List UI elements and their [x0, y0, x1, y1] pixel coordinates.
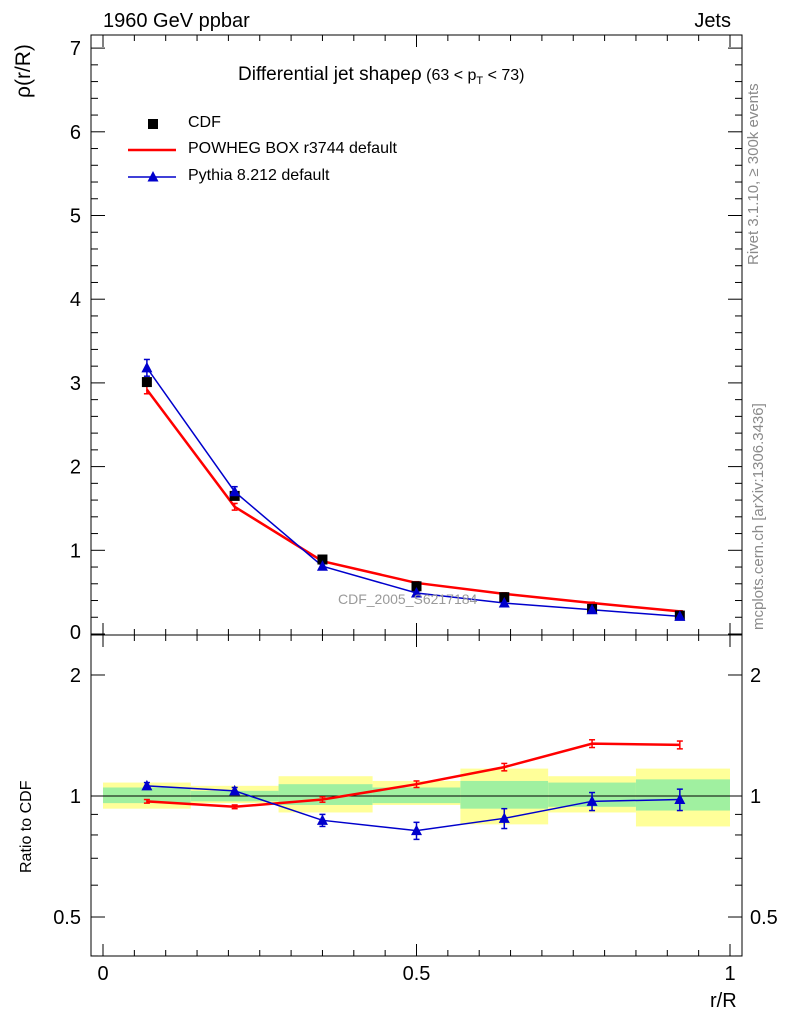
- header-left: 1960 GeV ppbar: [103, 10, 250, 32]
- ratio-ytick-label-right: 1: [750, 786, 761, 808]
- main-ytick-label: 6: [70, 122, 81, 144]
- xtick-label: 0.5: [403, 963, 431, 985]
- cdf-point: [411, 581, 422, 592]
- pythia-point: [674, 610, 686, 621]
- ratio-ytick-label-right: 0.5: [750, 907, 778, 929]
- powheg-line: [145, 388, 680, 613]
- band-inner-3: [372, 787, 461, 804]
- cdf-point: [141, 377, 152, 388]
- legend-label-pythia: Pythia 8.212 default: [188, 167, 330, 184]
- legend-label-cdf: CDF: [188, 114, 221, 131]
- pythia-point: [498, 597, 510, 608]
- chart-title: Differential jet shapeρ (63 < pT < 73): [238, 64, 525, 88]
- mcplots-note: mcplots.cern.ch [arXiv:1306.3436]: [750, 403, 767, 630]
- x-axis-label: r/R: [710, 990, 737, 1012]
- ratio-pythia-point: [141, 779, 153, 791]
- main-ytick-label: 3: [70, 373, 81, 395]
- ratio-ylabel: Ratio to CDF: [18, 780, 35, 873]
- main-ytick-label: 4: [70, 289, 81, 311]
- main-ytick-label: 7: [70, 38, 81, 60]
- legend-markers: [128, 119, 176, 182]
- ratio-ytick-label-left: 0.5: [53, 907, 81, 929]
- analysis-watermark: CDF_2005_S6217184: [338, 591, 478, 607]
- ratio-pythia-point: [229, 784, 241, 796]
- ratio-pythia-point: [316, 814, 328, 825]
- header-right: Jets: [694, 10, 731, 32]
- pythia-point: [586, 603, 598, 615]
- ratio-pythia-point: [586, 795, 598, 806]
- main-ytick-label: 0: [70, 622, 81, 644]
- ratio-ytick-label-left: 2: [70, 665, 81, 687]
- cdf-point: [317, 554, 328, 565]
- pythia-line: [146, 367, 680, 618]
- pythia-point: [141, 361, 153, 373]
- legend-marker-pythia: [147, 171, 159, 182]
- pythia-point: [316, 560, 328, 571]
- main-ytick-label: 5: [70, 206, 81, 228]
- pythia-point: [229, 485, 241, 497]
- main-ylabel: ρ(r/R): [12, 44, 35, 98]
- data-series: [141, 358, 686, 841]
- legend-label-powheg: POWHEG BOX r3744 default: [188, 140, 397, 157]
- main-ytick-label: 1: [70, 540, 81, 562]
- ratio-ytick-label-right: 2: [750, 665, 761, 687]
- xtick-label: 0: [97, 963, 108, 985]
- ratio-bands: [103, 768, 730, 827]
- main-ytick-label: 2: [70, 457, 81, 479]
- tick-labels: 0 1 2 3 4 5 6 7 0.5 0.5 1 1 2 2 0 0.5 1: [53, 38, 778, 985]
- ratio-pythia-point: [498, 812, 510, 823]
- legend-marker-cdf: [148, 119, 158, 129]
- rivet-note: Rivet 3.1.10, ≥ 300k events: [745, 83, 762, 265]
- band-inner-6: [635, 779, 730, 811]
- axis-ticks: [91, 35, 742, 957]
- xtick-label: 1: [724, 963, 735, 985]
- ratio-ytick-label-left: 1: [70, 786, 81, 808]
- band-inner-0: [103, 787, 191, 804]
- ratio-pythia-point: [411, 824, 422, 836]
- band-inner-4: [460, 780, 549, 809]
- ratio-pythia-point: [674, 793, 686, 805]
- pythia-point: [411, 586, 422, 598]
- band-inner-2: [278, 784, 373, 805]
